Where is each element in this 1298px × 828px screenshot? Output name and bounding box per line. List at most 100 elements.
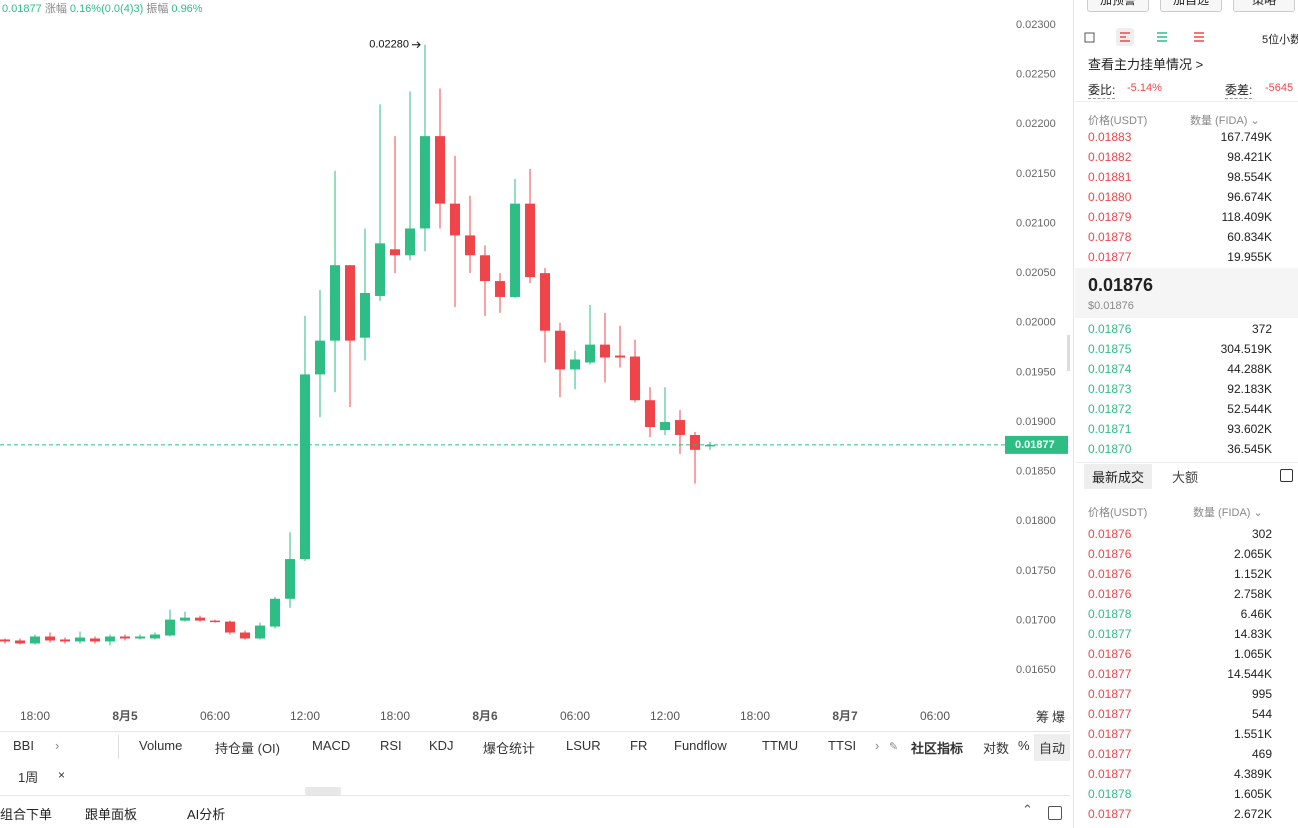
- candle-body: [45, 636, 55, 641]
- book-row[interactable]: 0.01877 19.955K: [1088, 250, 1272, 268]
- candle-body: [660, 422, 670, 430]
- book-row[interactable]: 0.01877 4.389K: [1088, 767, 1272, 785]
- status-value: 0.96%: [171, 3, 203, 15]
- row-price: 0.01874: [1088, 362, 1132, 376]
- panel-handle[interactable]: [1067, 335, 1070, 371]
- indicator[interactable]: TTMU: [762, 738, 799, 753]
- book-row[interactable]: 0.01876 2.065K: [1088, 547, 1272, 565]
- indicator[interactable]: 持仓量 (OI): [215, 741, 280, 756]
- indicator[interactable]: LSUR: [566, 738, 601, 753]
- candle-body: [165, 619, 175, 636]
- bottom-tab[interactable]: AI分析: [187, 807, 226, 822]
- resize-handle[interactable]: [305, 787, 341, 795]
- period-close[interactable]: ×: [58, 768, 66, 782]
- indicator[interactable]: 爆仓统计: [483, 741, 536, 756]
- book-row[interactable]: 0.01870 36.545K: [1088, 442, 1272, 460]
- indicator[interactable]: Volume: [139, 738, 183, 753]
- book-row[interactable]: 0.01871 93.602K: [1088, 422, 1272, 440]
- icon[interactable]: [1084, 32, 1095, 43]
- checkbox[interactable]: [1280, 469, 1293, 482]
- row-price: 0.01871: [1088, 422, 1132, 436]
- book-row[interactable]: 0.01873 92.183K: [1088, 382, 1272, 400]
- indicator[interactable]: MACD: [312, 738, 351, 753]
- candle-body: [555, 330, 565, 370]
- community-indicators[interactable]: 社区指标: [911, 741, 964, 756]
- book-row[interactable]: 0.01872 52.544K: [1088, 402, 1272, 420]
- last-price-box: [1005, 435, 1068, 454]
- indicator[interactable]: KDJ: [429, 738, 454, 753]
- watch-button[interactable]: 加自选: [1160, 0, 1222, 12]
- y-tick-label: 0.01850: [1016, 466, 1056, 478]
- book-row[interactable]: 0.01877 544: [1088, 707, 1272, 725]
- side-label[interactable]: 爆: [1052, 709, 1065, 724]
- x-tick-label: 18:00: [380, 709, 410, 723]
- book-row[interactable]: 0.01877 469: [1088, 747, 1272, 765]
- book-row[interactable]: 0.01875 304.519K: [1088, 342, 1272, 360]
- candle-body: [675, 420, 685, 435]
- bottom-tab[interactable]: 跟单面板: [85, 807, 138, 822]
- candle-body: [285, 559, 295, 599]
- ratio: -5.14%: [1127, 82, 1162, 94]
- icon[interactable]: [1120, 32, 1130, 42]
- book-row[interactable]: 0.01879 118.409K: [1088, 210, 1272, 228]
- book-row[interactable]: 0.01876 372: [1088, 322, 1272, 340]
- collapse-icon[interactable]: ⌃: [1022, 802, 1033, 817]
- edit-icon[interactable]: ✎: [889, 741, 899, 753]
- book-row[interactable]: 0.01874 44.288K: [1088, 362, 1272, 380]
- row-price: 0.01876: [1088, 587, 1132, 601]
- indicator[interactable]: Fundflow: [674, 738, 727, 753]
- icon[interactable]: [1157, 32, 1167, 42]
- candle-body: [210, 620, 220, 623]
- indicator[interactable]: TTSI: [828, 738, 857, 753]
- decimals[interactable]: 5位小数: [1262, 34, 1298, 46]
- book-row[interactable]: 0.01877 2.672K: [1088, 807, 1272, 825]
- y-tick-label: 0.01650: [1016, 664, 1056, 676]
- book-row[interactable]: 0.01878 6.46K: [1088, 607, 1272, 625]
- row-price: 0.01877: [1088, 250, 1132, 264]
- indicator[interactable]: BBI: [13, 738, 34, 753]
- book-row[interactable]: 0.01883 167.749K: [1088, 130, 1272, 148]
- book-row[interactable]: 0.01878 60.834K: [1088, 230, 1272, 248]
- expand-icon[interactable]: [1048, 806, 1062, 820]
- book-row[interactable]: 0.01878 1.605K: [1088, 787, 1272, 805]
- depth-icons: [1084, 28, 1204, 46]
- book-row[interactable]: 0.01882 98.421K: [1088, 150, 1272, 168]
- x-tick-label: 18:00: [20, 709, 50, 723]
- chart: 筹 爆 0.02300 0.02250 0.02200 0.02150 0.02100 0…: [0, 19, 1070, 724]
- book-row[interactable]: 0.01877 14.544K: [1088, 667, 1272, 685]
- alert-button[interactable]: 加预警: [1087, 0, 1149, 12]
- candle-body: [510, 203, 520, 297]
- book-row[interactable]: 0.01881 98.554K: [1088, 170, 1272, 188]
- row-qty: 304.519K: [1220, 342, 1272, 356]
- period[interactable]: 1周: [18, 770, 39, 785]
- trades-tab[interactable]: 最新成交: [1084, 464, 1153, 489]
- row-qty: 14.544K: [1227, 667, 1272, 681]
- qty-header[interactable]: 数量 (FIDA) ⌄: [1190, 115, 1260, 127]
- book-row[interactable]: 0.01876 2.758K: [1088, 587, 1272, 605]
- indicator[interactable]: RSI: [380, 738, 402, 753]
- chevron[interactable]: ›: [55, 738, 60, 753]
- book-row[interactable]: 0.01877 995: [1088, 687, 1272, 705]
- book-row[interactable]: 0.01880 96.674K: [1088, 190, 1272, 208]
- log-toggle[interactable]: 对数: [983, 741, 1010, 756]
- chevron[interactable]: ›: [875, 738, 880, 753]
- strategy-button[interactable]: 策略: [1233, 0, 1295, 12]
- candle-body: [570, 359, 580, 370]
- percent-toggle[interactable]: %: [1018, 738, 1030, 753]
- large-tab[interactable]: 大额: [1172, 470, 1199, 485]
- side-label[interactable]: 筹: [1036, 709, 1049, 724]
- auto-toggle[interactable]: 自动: [1034, 734, 1071, 761]
- row-price: 0.01876: [1088, 567, 1132, 581]
- icon[interactable]: [1194, 32, 1204, 42]
- main-orders-link[interactable]: 查看主力挂单情况 >: [1088, 57, 1204, 72]
- book-row[interactable]: 0.01876 1.152K: [1088, 567, 1272, 585]
- book-row[interactable]: 0.01876 302: [1088, 527, 1272, 545]
- indicator[interactable]: FR: [630, 738, 648, 753]
- bottom-tab[interactable]: 组合下单: [0, 807, 53, 822]
- book-row[interactable]: 0.01877 1.551K: [1088, 727, 1272, 745]
- divider: [118, 735, 119, 759]
- book-row[interactable]: 0.01876 1.065K: [1088, 647, 1272, 665]
- book-row[interactable]: 0.01877 14.83K: [1088, 627, 1272, 645]
- qty-header[interactable]: 数量 (FIDA) ⌄: [1193, 507, 1263, 519]
